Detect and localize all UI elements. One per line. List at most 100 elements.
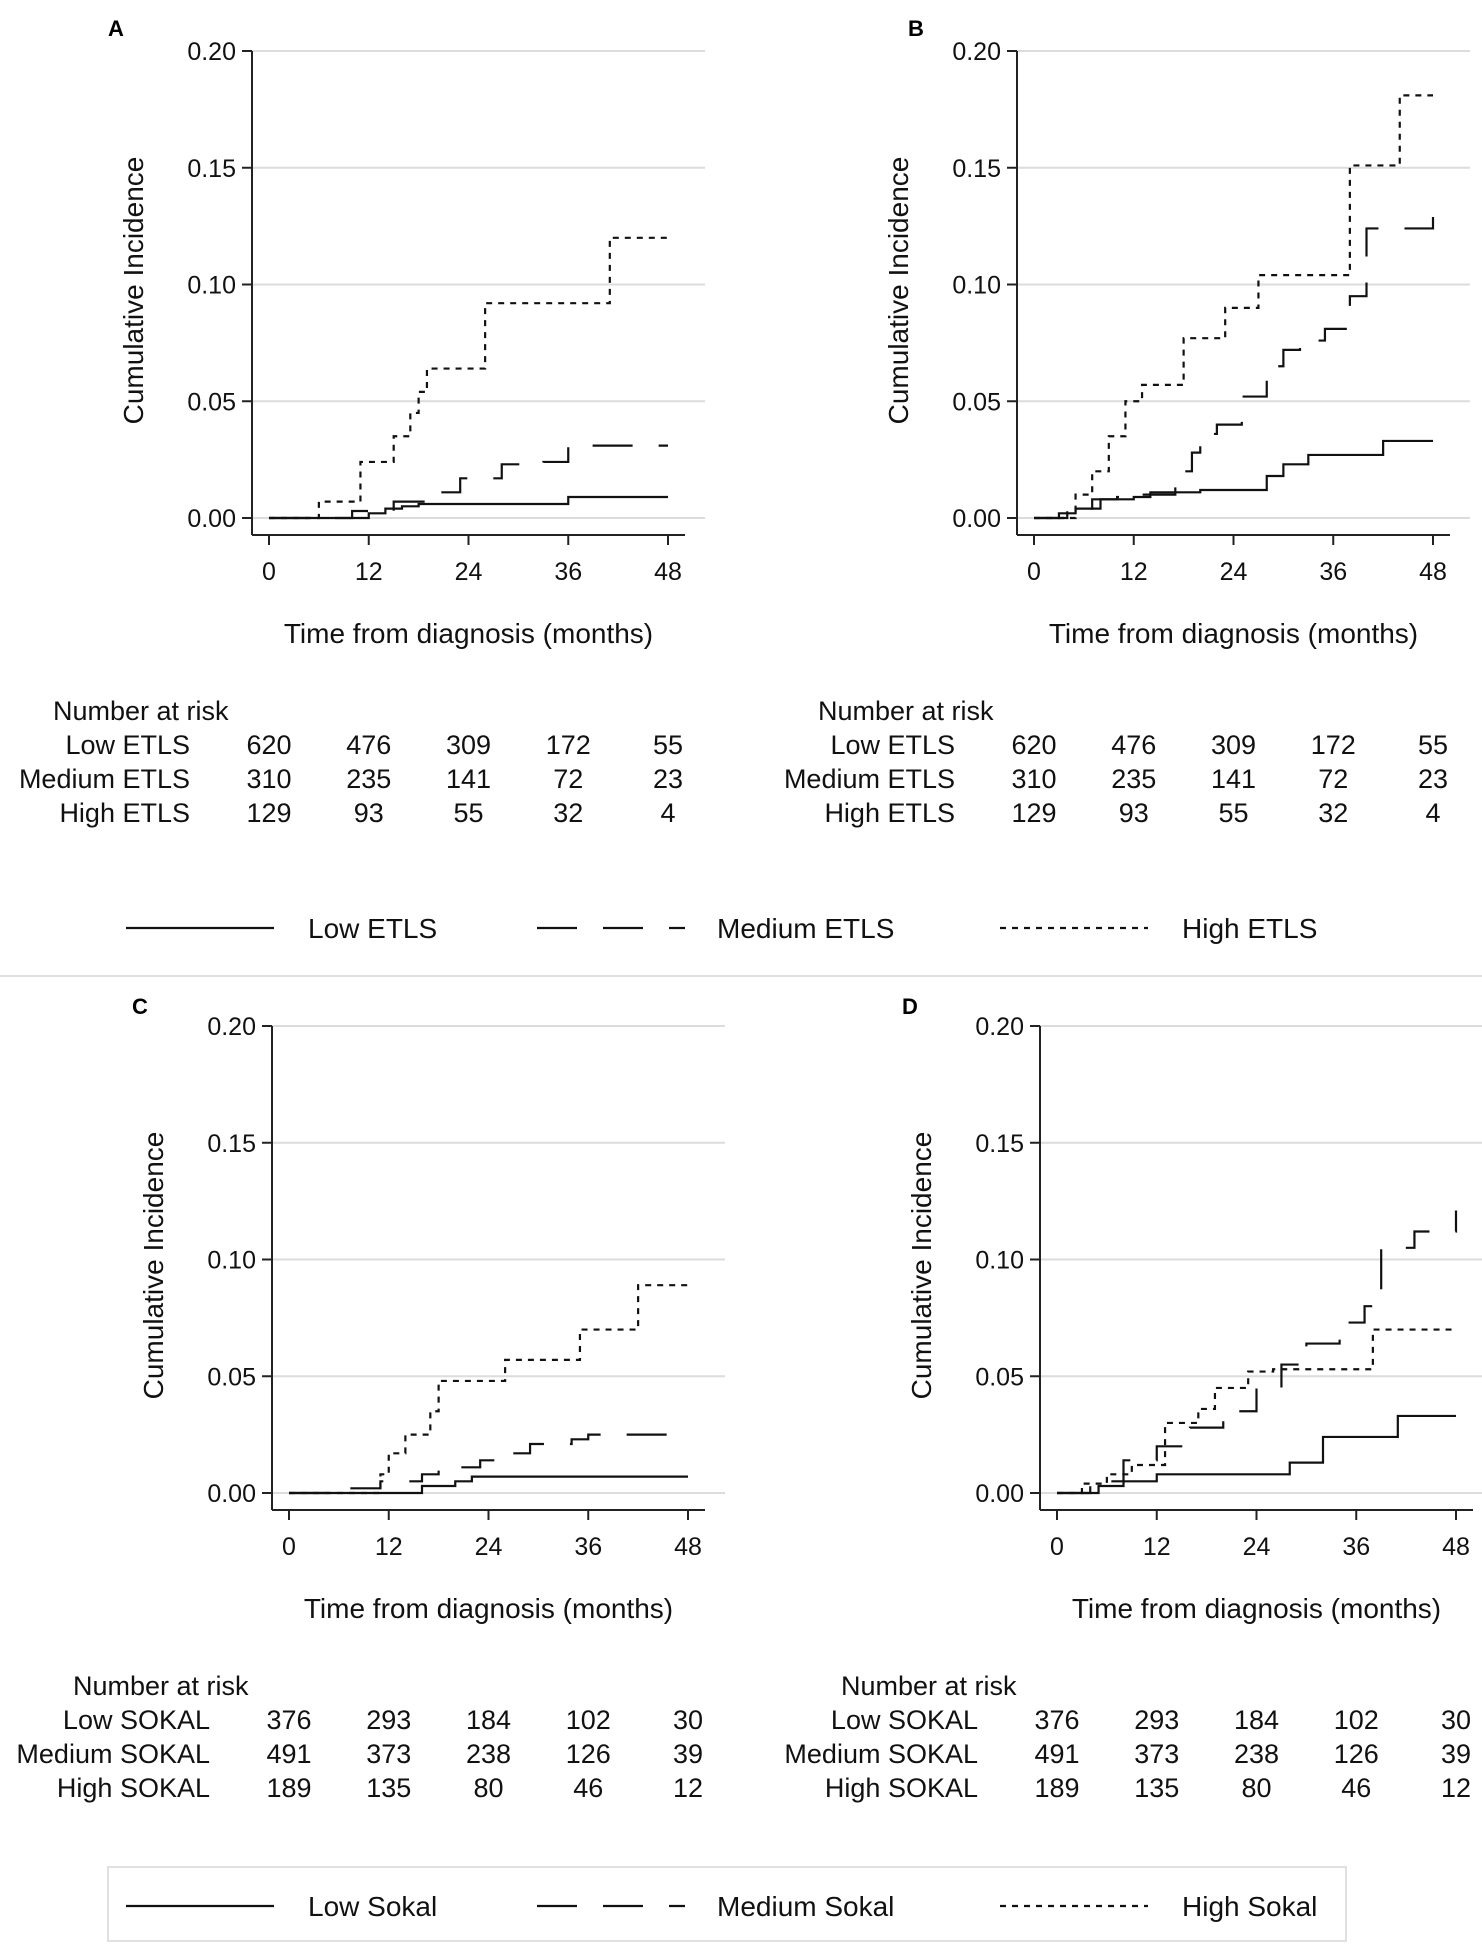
y-tick-label: 0.05 xyxy=(187,388,236,416)
risk-row-label: High ETLS xyxy=(59,798,190,828)
risk-row-label: High SOKAL xyxy=(57,1773,210,1803)
x-tick-label: 0 xyxy=(282,1533,296,1561)
risk-value: 32 xyxy=(553,798,583,828)
risk-value: 310 xyxy=(1011,764,1056,794)
panel-label: C xyxy=(132,994,148,1019)
risk-value: 293 xyxy=(1134,1705,1179,1735)
risk-value: 12 xyxy=(1441,1773,1471,1803)
x-tick-label: 12 xyxy=(375,1533,403,1561)
x-tick-label: 24 xyxy=(455,558,483,586)
risk-value: 373 xyxy=(1134,1739,1179,1769)
legend-label: Medium ETLS xyxy=(717,913,894,944)
y-tick-label: 0.00 xyxy=(952,505,1001,533)
risk-value: 102 xyxy=(1334,1705,1379,1735)
series-line-medium-etls xyxy=(1034,195,1435,520)
x-tick-label: 36 xyxy=(1342,1533,1370,1561)
risk-value: 135 xyxy=(366,1773,411,1803)
x-tick-label: 12 xyxy=(355,558,383,586)
series-line-medium-etls xyxy=(269,444,668,520)
x-tick-label: 48 xyxy=(1419,558,1447,586)
y-tick-label: 0.05 xyxy=(952,388,1001,416)
risk-value: 141 xyxy=(446,764,491,794)
y-tick-label: 0.20 xyxy=(952,38,1001,66)
risk-value: 80 xyxy=(1241,1773,1271,1803)
risk-value: 72 xyxy=(553,764,583,794)
legend-label: Low ETLS xyxy=(308,913,437,944)
risk-value: 376 xyxy=(1034,1705,1079,1735)
risk-value: 184 xyxy=(1234,1705,1279,1735)
series-line-medium-sokal xyxy=(1057,1210,1458,1495)
risk-value: 93 xyxy=(1119,798,1149,828)
risk-value: 309 xyxy=(1211,730,1256,760)
risk-value: 55 xyxy=(453,798,483,828)
series-line-low-etls xyxy=(1034,439,1433,520)
risk-value: 72 xyxy=(1318,764,1348,794)
y-axis-title: Cumulative Incidence xyxy=(906,1132,937,1400)
risk-value: 189 xyxy=(266,1773,311,1803)
panel-label: B xyxy=(908,16,924,41)
risk-value: 4 xyxy=(1425,798,1440,828)
risk-value: 172 xyxy=(1311,730,1356,760)
risk-value: 184 xyxy=(466,1705,511,1735)
series-line-low-etls xyxy=(269,495,668,520)
panel-c: C 0.00 0.05 0.10 0.15 0.20 0 12 24 36 48 Time from … xyxy=(16,994,725,1803)
risk-value: 55 xyxy=(1218,798,1248,828)
x-axis-title: Time from diagnosis (months) xyxy=(1049,618,1418,649)
y-axis-title: Cumulative Incidence xyxy=(138,1132,169,1400)
x-tick-label: 24 xyxy=(1220,558,1248,586)
risk-value: 620 xyxy=(1011,730,1056,760)
panel-d: D 0.00 0.05 0.10 0.15 0.20 0 12 24 36 48 Time from … xyxy=(784,994,1482,1803)
risk-table-title: Number at risk xyxy=(818,696,994,726)
series-line-low-sokal xyxy=(289,1475,688,1495)
risk-value: 80 xyxy=(473,1773,503,1803)
risk-value: 12 xyxy=(673,1773,703,1803)
y-axis-title: Cumulative Incidence xyxy=(118,157,149,425)
risk-value: 476 xyxy=(1111,730,1156,760)
legend-2: Low Sokal Medium Sokal High Sokal xyxy=(107,1866,1347,1942)
risk-value: 373 xyxy=(366,1739,411,1769)
y-tick-label: 0.20 xyxy=(975,1013,1024,1041)
risk-value: 32 xyxy=(1318,798,1348,828)
risk-value: 476 xyxy=(346,730,391,760)
risk-value: 310 xyxy=(246,764,291,794)
legend-label: High ETLS xyxy=(1182,913,1317,944)
risk-table-title: Number at risk xyxy=(53,696,229,726)
risk-value: 309 xyxy=(446,730,491,760)
x-axis-title: Time from diagnosis (months) xyxy=(304,1593,673,1624)
x-tick-label: 12 xyxy=(1120,558,1148,586)
y-axis-title: Cumulative Incidence xyxy=(883,157,914,425)
risk-value: 102 xyxy=(566,1705,611,1735)
series-line-high-sokal xyxy=(1057,1328,1456,1495)
risk-row-label: Medium SOKAL xyxy=(784,1739,978,1769)
risk-value: 30 xyxy=(673,1705,703,1735)
y-tick-label: 0.05 xyxy=(975,1363,1024,1391)
y-tick-label: 0.05 xyxy=(207,1363,256,1391)
x-tick-label: 36 xyxy=(554,558,582,586)
risk-value: 55 xyxy=(653,730,683,760)
risk-value: 491 xyxy=(1034,1739,1079,1769)
risk-table-title: Number at risk xyxy=(73,1671,249,1701)
risk-value: 172 xyxy=(546,730,591,760)
risk-value: 39 xyxy=(1441,1739,1471,1769)
x-tick-label: 48 xyxy=(654,558,682,586)
risk-value: 238 xyxy=(466,1739,511,1769)
y-tick-label: 0.15 xyxy=(975,1130,1024,1158)
x-axis-title: Time from diagnosis (months) xyxy=(284,618,653,649)
x-tick-label: 36 xyxy=(1319,558,1347,586)
x-tick-label: 24 xyxy=(475,1533,503,1561)
panel-b: B 0.00 0.05 0.10 0.15 0.20 0 12 24 36 48 Time from … xyxy=(784,16,1470,828)
risk-value: 126 xyxy=(566,1739,611,1769)
risk-table-title: Number at risk xyxy=(841,1671,1017,1701)
risk-value: 126 xyxy=(1334,1739,1379,1769)
legend-label: High Sokal xyxy=(1182,1891,1317,1922)
risk-value: 141 xyxy=(1211,764,1256,794)
risk-row-label: Medium ETLS xyxy=(19,764,190,794)
risk-value: 30 xyxy=(1441,1705,1471,1735)
risk-row-label: Low SOKAL xyxy=(63,1705,210,1735)
x-tick-label: 48 xyxy=(1442,1533,1470,1561)
risk-value: 135 xyxy=(1134,1773,1179,1803)
y-tick-label: 0.00 xyxy=(207,1480,256,1508)
series-line-high-etls xyxy=(1034,94,1433,520)
y-tick-label: 0.10 xyxy=(975,1247,1024,1275)
series-line-medium-sokal xyxy=(289,1433,688,1495)
